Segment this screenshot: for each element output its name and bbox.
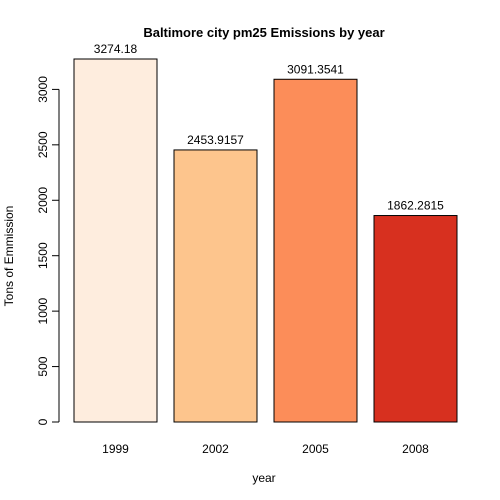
data-label-2008: 1862.2815 xyxy=(387,199,444,213)
y-tick-label: 2000 xyxy=(36,187,50,214)
y-ticks: 0 500 1000 1500 2000 2500 3000 xyxy=(36,76,59,425)
x-axis-label: year xyxy=(252,471,275,485)
y-tick-label: 1000 xyxy=(36,297,50,324)
y-axis-label: Tons of Emmission xyxy=(2,206,16,307)
x-tick-label: 2005 xyxy=(302,442,329,456)
x-tick-label: 2008 xyxy=(402,442,429,456)
data-label-1999: 3274.18 xyxy=(94,42,138,56)
y-axis: 0 500 1000 1500 2000 2500 3000 xyxy=(36,76,60,425)
bars xyxy=(73,58,458,423)
bar-2005 xyxy=(273,78,358,423)
y-tick-label: 1500 xyxy=(36,242,50,269)
x-tick-labels: 1999 2002 2005 2008 xyxy=(102,442,429,456)
bar-2008 xyxy=(373,215,458,423)
data-labels: 3274.18 2453.9157 3091.3541 1862.2815 xyxy=(94,42,444,213)
y-tick-label: 2500 xyxy=(36,131,50,158)
y-tick-label: 500 xyxy=(36,356,50,376)
x-tick-label: 2002 xyxy=(202,442,229,456)
y-tick-label: 3000 xyxy=(36,76,50,103)
data-label-2002: 2453.9157 xyxy=(187,133,244,147)
chart-title: Baltimore city pm25 Emissions by year xyxy=(143,25,384,40)
bar-2002 xyxy=(173,149,258,423)
bar-1999 xyxy=(73,58,158,423)
y-tick-label: 0 xyxy=(36,418,50,425)
x-tick-label: 1999 xyxy=(102,442,129,456)
data-label-2005: 3091.3541 xyxy=(287,62,344,76)
